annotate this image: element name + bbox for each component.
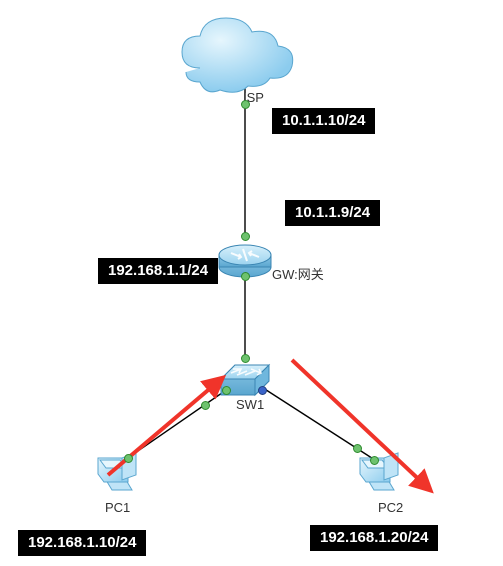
port-dot [353, 444, 362, 453]
pc1-label: PC1 [105, 500, 130, 515]
cloud-icon [182, 18, 293, 92]
port-dot [222, 386, 231, 395]
port-dot [241, 100, 250, 109]
flow-arrows [108, 360, 428, 488]
diagram-svg [0, 0, 503, 566]
ip-pc1: 192.168.1.10/24 [18, 530, 146, 556]
port-dot [241, 272, 250, 281]
pc2-icon [360, 453, 398, 490]
port-dot [370, 456, 379, 465]
ip-isp-wan: 10.1.1.10/24 [272, 108, 375, 134]
port-dot [241, 354, 250, 363]
router-label: GW:网关 [272, 264, 324, 283]
switch-label: SW1 [236, 397, 264, 412]
network-diagram: ISP GW:网关 SW1 PC1 PC2 10.1.1.10/24 10.1.… [0, 0, 503, 566]
ip-pc2: 192.168.1.20/24 [310, 525, 438, 551]
port-dot [241, 232, 250, 241]
ip-gw-lan: 192.168.1.1/24 [98, 258, 218, 284]
port-dot [124, 454, 133, 463]
ip-gw-wan: 10.1.1.9/24 [285, 200, 380, 226]
pc2-label: PC2 [378, 500, 403, 515]
port-dot [201, 401, 210, 410]
port-dot [258, 386, 267, 395]
